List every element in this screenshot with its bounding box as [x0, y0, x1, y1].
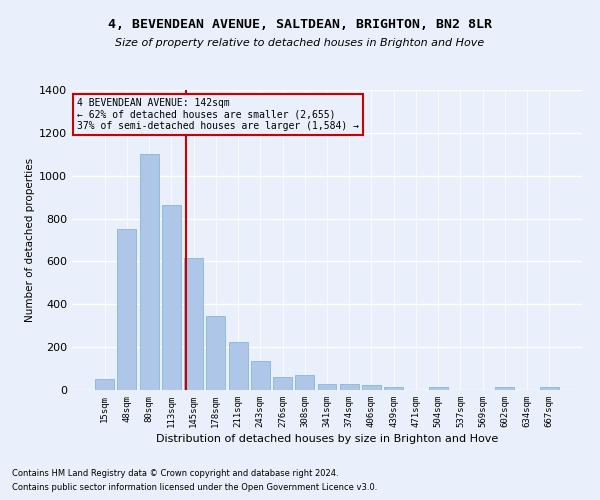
Bar [429, 388, 448, 390]
Y-axis label: Number of detached properties: Number of detached properties [25, 158, 35, 322]
Bar [118, 230, 136, 390]
Text: Contains HM Land Registry data © Crown copyright and database right 2024.: Contains HM Land Registry data © Crown c… [12, 468, 338, 477]
Text: 4 BEVENDEAN AVENUE: 142sqm
← 62% of detached houses are smaller (2,655)
37% of s: 4 BEVENDEAN AVENUE: 142sqm ← 62% of deta… [77, 98, 359, 130]
Text: Contains public sector information licensed under the Open Government Licence v3: Contains public sector information licen… [12, 484, 377, 492]
Bar [362, 386, 381, 390]
X-axis label: Distribution of detached houses by size in Brighton and Hove: Distribution of detached houses by size … [156, 434, 498, 444]
Bar [340, 384, 359, 390]
Bar [384, 387, 403, 390]
Bar [251, 361, 270, 390]
Text: Size of property relative to detached houses in Brighton and Hove: Size of property relative to detached ho… [115, 38, 485, 48]
Bar [540, 388, 559, 390]
Bar [229, 342, 248, 390]
Bar [140, 154, 158, 390]
Bar [273, 377, 292, 390]
Bar [496, 388, 514, 390]
Text: 4, BEVENDEAN AVENUE, SALTDEAN, BRIGHTON, BN2 8LR: 4, BEVENDEAN AVENUE, SALTDEAN, BRIGHTON,… [108, 18, 492, 30]
Bar [184, 258, 203, 390]
Bar [317, 384, 337, 390]
Bar [162, 204, 181, 390]
Bar [95, 380, 114, 390]
Bar [295, 375, 314, 390]
Bar [206, 316, 225, 390]
